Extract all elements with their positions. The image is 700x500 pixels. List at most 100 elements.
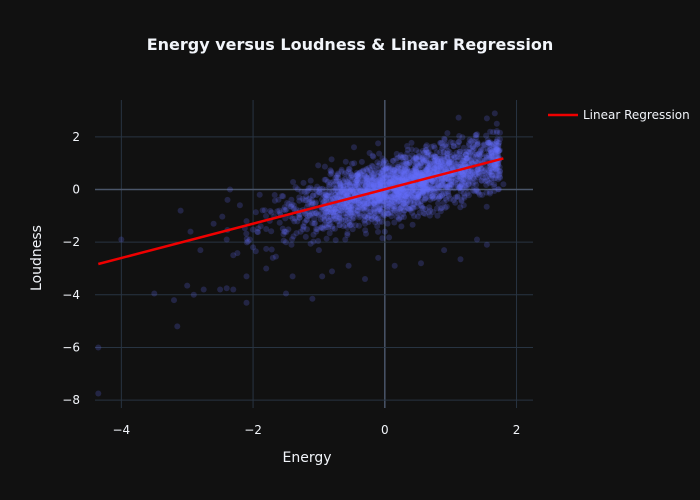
- data-point: [329, 268, 335, 275]
- data-point: [418, 170, 425, 176]
- data-point: [315, 247, 322, 254]
- data-point: [495, 142, 502, 149]
- data-point: [379, 163, 386, 170]
- data-point: [413, 193, 420, 200]
- data-point: [383, 165, 390, 172]
- data-point: [392, 175, 399, 182]
- data-point: [374, 177, 381, 184]
- data-point: [476, 153, 483, 159]
- data-point: [402, 166, 409, 173]
- data-point: [389, 178, 396, 185]
- data-point: [326, 206, 333, 213]
- data-point: [385, 199, 392, 206]
- data-point: [486, 153, 493, 160]
- data-point: [323, 191, 329, 198]
- data-point: [451, 185, 458, 192]
- data-point: [325, 209, 331, 215]
- data-point: [370, 181, 377, 188]
- y-tick-label: 2: [72, 130, 80, 144]
- data-point: [395, 178, 402, 185]
- data-point: [493, 129, 500, 136]
- legend[interactable]: Linear Regression: [548, 108, 690, 122]
- data-point: [397, 165, 404, 172]
- data-point: [412, 167, 419, 173]
- data-point: [288, 196, 295, 203]
- data-point: [448, 178, 455, 185]
- data-point: [337, 207, 344, 214]
- data-point: [364, 201, 371, 208]
- data-point: [363, 187, 370, 194]
- data-point: [340, 201, 347, 208]
- data-point: [343, 188, 350, 195]
- data-point: [493, 166, 499, 173]
- data-point: [396, 174, 403, 181]
- data-point: [368, 170, 375, 176]
- data-point: [365, 177, 372, 184]
- data-point: [457, 204, 464, 211]
- data-point: [446, 178, 453, 185]
- data-point: [380, 213, 386, 220]
- data-point: [437, 193, 444, 200]
- data-point: [414, 190, 421, 197]
- data-point: [338, 187, 345, 194]
- data-point: [418, 203, 425, 210]
- data-point: [375, 179, 382, 186]
- data-point: [345, 203, 352, 210]
- data-point: [359, 200, 366, 207]
- data-point: [379, 205, 386, 212]
- data-point: [413, 182, 420, 189]
- data-point: [462, 182, 468, 189]
- data-point: [415, 184, 422, 191]
- data-point: [243, 273, 250, 280]
- data-point: [442, 204, 449, 211]
- data-point: [389, 172, 396, 179]
- data-point: [377, 169, 384, 176]
- data-point: [441, 136, 448, 143]
- data-point: [354, 179, 361, 186]
- data-point: [488, 171, 495, 178]
- data-point: [314, 226, 321, 233]
- data-point: [441, 177, 448, 184]
- data-point: [340, 182, 347, 189]
- data-point: [347, 212, 354, 219]
- data-point: [328, 203, 335, 210]
- data-point: [383, 197, 390, 204]
- data-point: [434, 166, 441, 173]
- data-point: [336, 214, 343, 221]
- data-point: [345, 262, 352, 269]
- data-point: [351, 197, 358, 204]
- data-point: [340, 191, 347, 198]
- data-point: [474, 131, 480, 138]
- data-point: [323, 224, 330, 231]
- data-point: [390, 175, 397, 182]
- data-point: [400, 186, 407, 193]
- data-point: [364, 198, 371, 205]
- data-point: [432, 194, 439, 200]
- data-point: [272, 253, 279, 260]
- data-point: [336, 214, 343, 221]
- data-point: [410, 187, 417, 194]
- data-point: [268, 209, 275, 216]
- data-point: [386, 200, 393, 207]
- data-point: [421, 169, 428, 176]
- data-point: [477, 152, 484, 159]
- data-point: [375, 162, 382, 169]
- data-point: [483, 163, 490, 170]
- data-point: [297, 228, 304, 235]
- data-point: [458, 181, 465, 188]
- data-point: [332, 237, 339, 244]
- data-point: [488, 175, 495, 182]
- data-point: [254, 228, 261, 235]
- data-point: [491, 183, 498, 190]
- data-point: [368, 193, 375, 199]
- data-point: [478, 146, 485, 153]
- data-point: [422, 169, 429, 176]
- data-point: [411, 175, 418, 182]
- data-point: [491, 175, 498, 182]
- data-point: [399, 189, 406, 196]
- data-point: [296, 214, 303, 221]
- data-point: [340, 179, 347, 186]
- data-point: [290, 205, 297, 212]
- data-point: [388, 195, 395, 201]
- data-point: [423, 149, 430, 156]
